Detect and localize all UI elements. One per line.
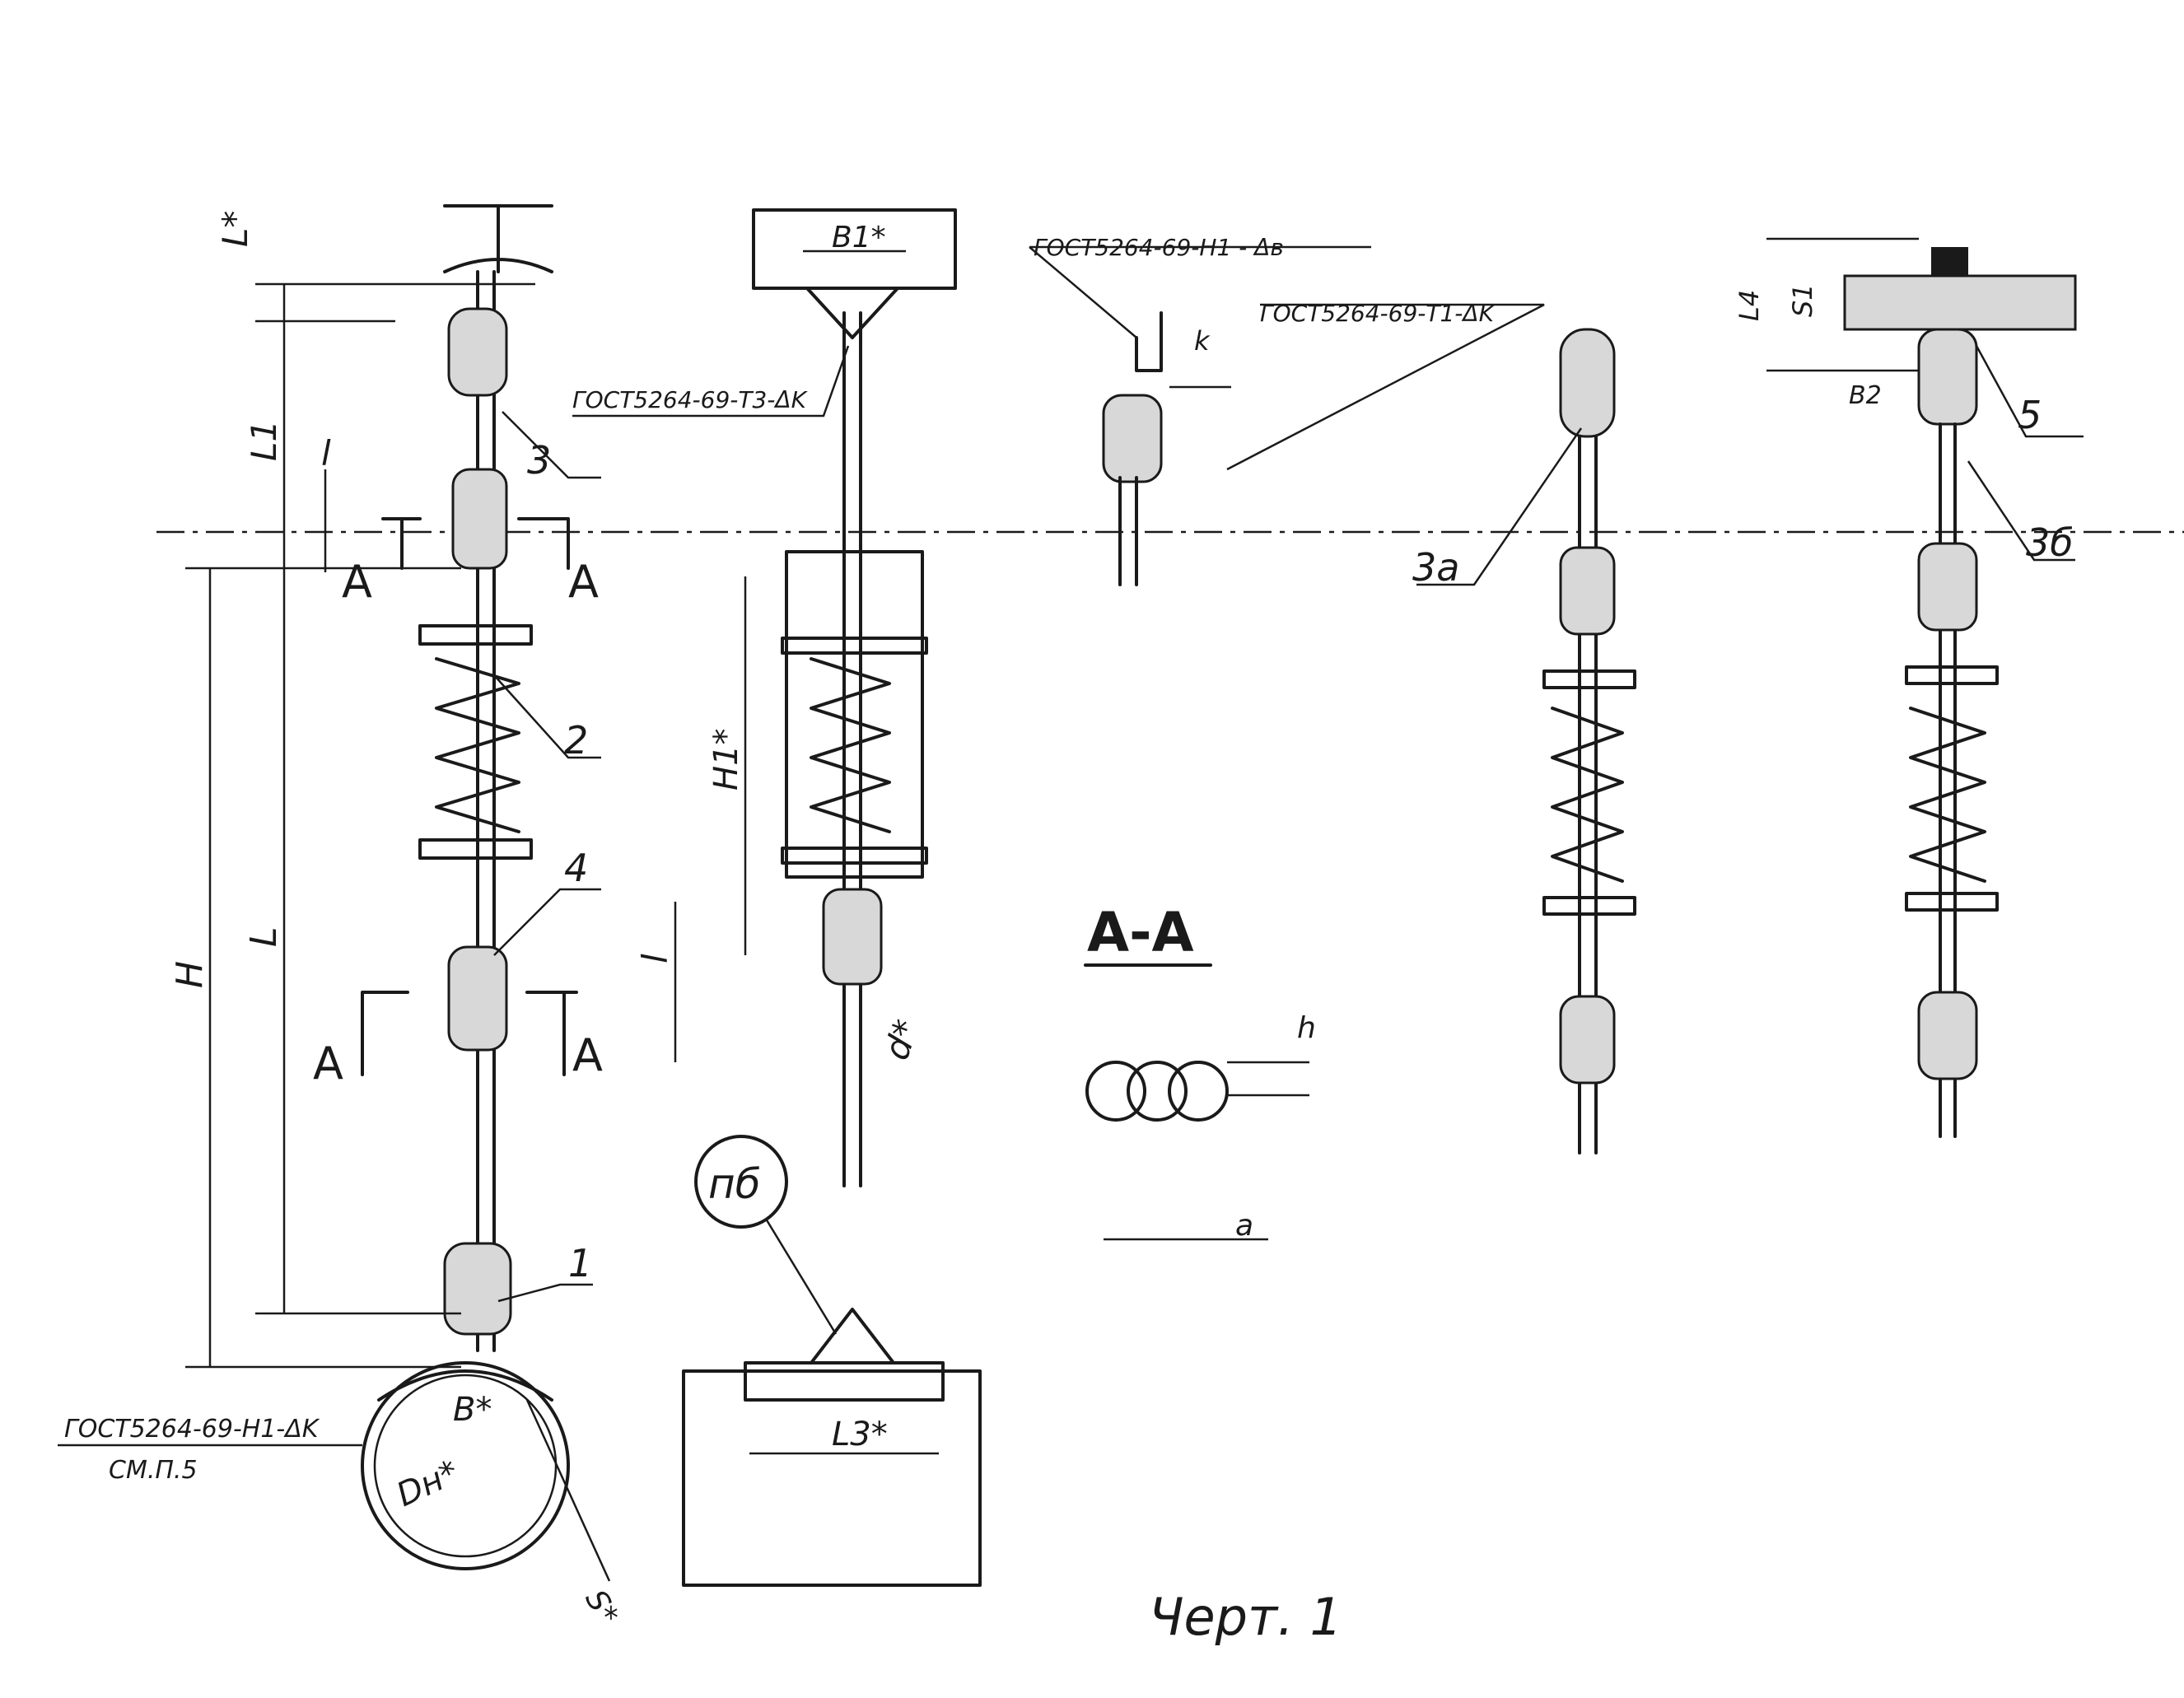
label-h: h (1297, 1011, 1316, 1045)
leader-pb (764, 1218, 838, 1335)
label-L1: L1 (244, 420, 284, 461)
spring-plate-bottom (418, 838, 533, 860)
leader-gost-t1 (1226, 303, 1545, 471)
leader-gost-n1-b (1029, 245, 1371, 338)
leader-3b (1967, 460, 2075, 562)
label-S-star: S* (578, 1584, 624, 1630)
label-H1-star: H1* (707, 728, 745, 791)
weld-coupling (1102, 394, 1163, 483)
label-L: L (243, 926, 285, 947)
label-section-a-1: A (342, 556, 372, 608)
3a-top-coupling (1559, 328, 1616, 438)
3b-nut (1931, 247, 1968, 276)
label-section-a-4: A (572, 1029, 603, 1081)
label-pos-5: 5 (2018, 393, 2042, 437)
label-l-lower: l (635, 954, 675, 963)
frame-spring (810, 657, 891, 833)
label-l-upper: l (321, 433, 331, 473)
3b-bottom-coupling (1917, 991, 1978, 1080)
frame-plate-top (781, 637, 928, 655)
lower-coupling (447, 945, 508, 1052)
spring-frame (785, 550, 924, 879)
label-B-star: B* (453, 1391, 492, 1429)
frame-plate-bottom (781, 847, 928, 865)
weld-bead-1 (1085, 1061, 1146, 1122)
view-section-aa: A-A h a (1084, 901, 1316, 1243)
label-L4: L4 (1734, 290, 1765, 321)
pipe-clamp (377, 1369, 553, 1402)
3a-spring (1551, 707, 1624, 883)
label-pos-2: 2 (564, 718, 588, 763)
weld-bead-3 (1168, 1061, 1229, 1122)
frame-lower-coupling (822, 888, 883, 986)
label-B1-star: B1* (832, 221, 886, 254)
label-section-a-3: A (313, 1038, 343, 1089)
3a-plate-top (1542, 669, 1636, 689)
view-main-hanger: L* L1 l H L l A A A A 3 2 4 1 ГОСТ5264-6… (58, 204, 677, 1630)
top-beam (752, 208, 957, 290)
coupling-a (451, 468, 508, 570)
view-variant-3a: 3а (1412, 328, 1636, 1155)
label-gost-n1-k: ГОСТ5264-69-Н1-ΔK (64, 1415, 320, 1444)
label-gost-n1-b: ГОСТ5264-69-Н1 - Δв (1034, 234, 1284, 261)
label-d-star: d* (875, 1015, 926, 1066)
leader-3 (502, 411, 601, 479)
label-L3-star: L3* (832, 1416, 888, 1453)
3b-plate-bottom (1905, 892, 1999, 912)
3b-mid-coupling (1917, 542, 1978, 632)
section-markers-lower (361, 991, 578, 1076)
view-weld-detail: ГОСТ5264-69-Н1 - Δв ГОСТ5264-69-Т1-ΔK k (1029, 234, 1545, 586)
label-pos-1: 1 (568, 1241, 592, 1285)
section-markers-upper (381, 517, 570, 570)
label-pos-3b: 3б (2026, 520, 2074, 565)
label-gost-t1: ГОСТ5264-69-Т1-ΔK (1260, 300, 1496, 327)
leader-gost-t3 (572, 345, 850, 418)
bracket-top (805, 287, 899, 339)
leader-2 (493, 674, 601, 759)
3b-plate-top (1905, 665, 1999, 685)
3b-spring (1909, 707, 1986, 883)
label-k: k (1194, 325, 1211, 357)
label-S1: S1 (1787, 283, 1818, 317)
leader-4 (493, 888, 601, 956)
circle-pb (694, 1135, 788, 1229)
label-B2: B2 (1849, 381, 1882, 410)
saddle-bracket (810, 1308, 895, 1364)
label-section-a-2: A (568, 556, 599, 608)
view-variant-3b: L4 S1 B2 5 3б (1734, 237, 2084, 1138)
label-l-star: L* (215, 211, 255, 247)
upper-coupling (447, 307, 508, 397)
label-circle-pb: пб (708, 1160, 761, 1208)
leader-1 (497, 1283, 593, 1303)
3b-top-coupling (1917, 328, 1978, 426)
leader-s-star (525, 1399, 611, 1582)
pipe-block (682, 1369, 982, 1587)
leader-5 (1975, 345, 2084, 438)
3b-slab (1843, 274, 2077, 331)
label-pos-4: 4 (564, 846, 588, 890)
i-beam-top (443, 204, 553, 273)
label-H: H (169, 961, 211, 988)
label-sm-p5: СМ.П.5 (109, 1456, 198, 1485)
bottom-coupling (443, 1242, 512, 1336)
label-pos-3: 3 (527, 438, 551, 483)
weld-bead-2 (1127, 1061, 1188, 1122)
3a-plate-bottom (1542, 896, 1636, 916)
spring-plate-top (418, 624, 533, 646)
view-frame-hanger: B1* ГОСТ5264-69-Т3-ΔK H1* d* пб L3* (572, 208, 982, 1587)
weld-bracket (1135, 311, 1163, 372)
label-gost-t3: ГОСТ5264-69-Т3-ΔK (572, 386, 809, 413)
saddle-plate (744, 1361, 945, 1402)
label-section-aa: A-A (1087, 901, 1194, 964)
label-a: a (1235, 1209, 1253, 1243)
label-Dn-star: Dн* (391, 1453, 464, 1514)
3a-mid-coupling (1559, 546, 1616, 636)
pipe-outer (361, 1361, 570, 1570)
label-pos-3a: 3а (1412, 545, 1459, 590)
drawing-caption: Черт. 1 (1149, 1587, 1342, 1647)
3a-bottom-coupling (1559, 995, 1616, 1085)
leader-3a (1416, 427, 1583, 586)
